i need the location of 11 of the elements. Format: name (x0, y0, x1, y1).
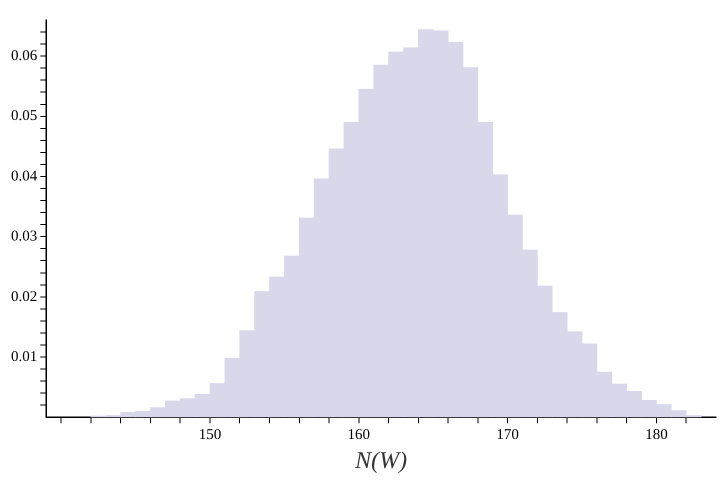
x-tick-label: 170 (496, 427, 519, 444)
y-tick-label: 0.02 (11, 288, 38, 305)
y-tick-label: 0.04 (11, 168, 38, 184)
y-tick-label: 0.05 (11, 108, 38, 124)
x-tick-label: 150 (198, 427, 222, 444)
y-tick-label: 0.06 (11, 48, 38, 64)
x-tick-label: 180 (645, 427, 668, 444)
y-tick-label: 0.03 (11, 228, 38, 245)
x-tick-label: 160 (348, 427, 370, 444)
x-axis-title: N(W) (354, 448, 408, 474)
y-tick-label: 0.01 (11, 348, 38, 365)
